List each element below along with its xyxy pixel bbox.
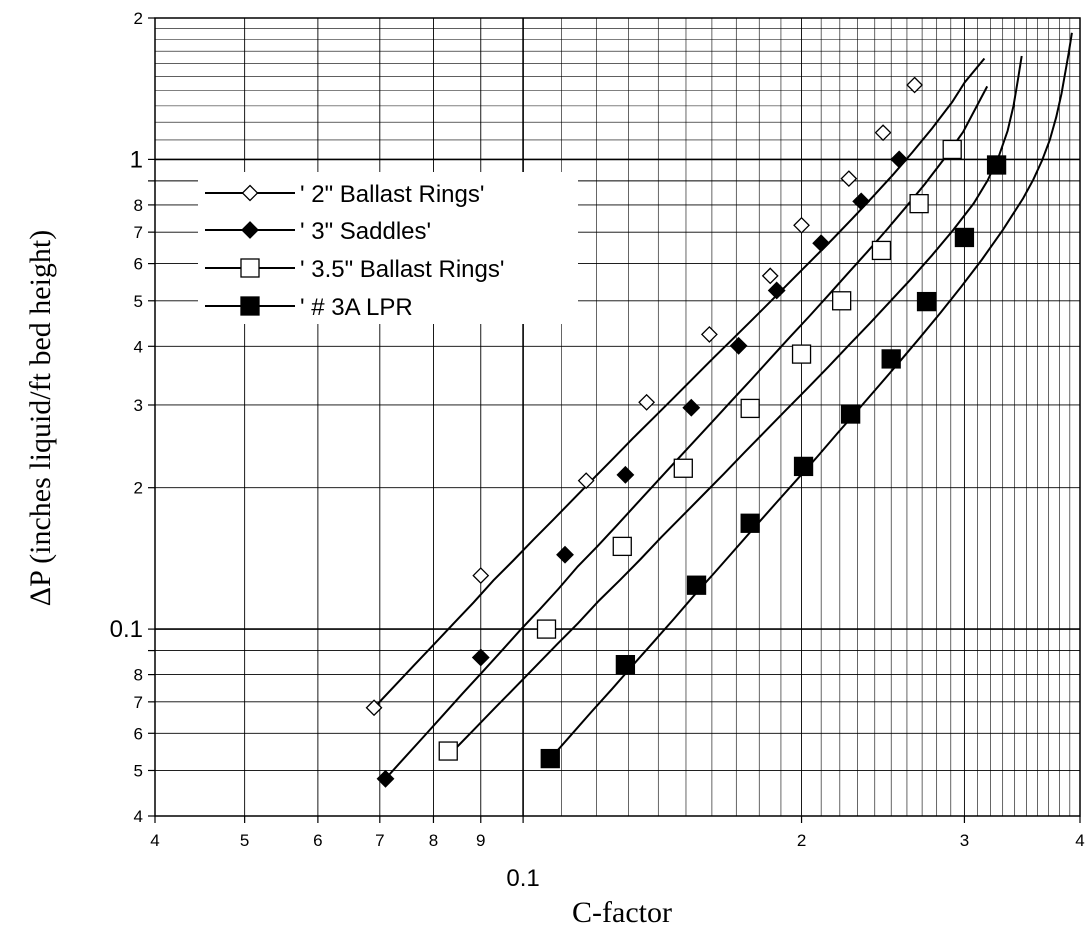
data-point-square-open bbox=[871, 240, 892, 261]
legend-marker-square-open bbox=[240, 258, 260, 278]
data-point-diamond-filled bbox=[616, 465, 635, 484]
data-point-diamond-filled bbox=[890, 150, 909, 169]
data-point-square-open bbox=[438, 741, 458, 761]
y-tick-label: 5 bbox=[134, 292, 143, 311]
y-tick-label: 4 bbox=[134, 807, 143, 826]
y-tick-label: 3 bbox=[134, 396, 143, 415]
x-tick-label: 6 bbox=[313, 831, 322, 850]
x-tick-label: 4 bbox=[150, 831, 159, 850]
series-curve bbox=[373, 57, 986, 709]
data-point-square-open bbox=[673, 458, 693, 478]
data-point-square-filled bbox=[916, 291, 937, 312]
data-point-diamond-filled bbox=[852, 192, 871, 211]
data-point-diamond-filled bbox=[556, 545, 574, 564]
y-tick-label: 8 bbox=[134, 196, 143, 215]
series-curves bbox=[373, 32, 1073, 780]
major-grid bbox=[155, 18, 1080, 816]
legend-item-3in-saddles: ' 3" Saddles' bbox=[205, 218, 431, 245]
x-tick-label: 2 bbox=[797, 831, 806, 850]
data-point-square-open bbox=[536, 619, 557, 639]
tick-labels: 4 5 6 7 8 9 2 3 4 0.1 4 5 6 7 8 2 3 4 5 6 7 8 2 0.1 1 bbox=[110, 9, 1085, 892]
data-point-square-filled bbox=[615, 655, 636, 675]
series-markers bbox=[365, 76, 1007, 788]
data-point-square-open bbox=[832, 291, 852, 311]
y-tick-label: 2 bbox=[134, 9, 143, 28]
data-point-square-filled bbox=[881, 349, 901, 369]
y-axis-title: ΔP (inches liquid/ft bed height) bbox=[24, 230, 57, 606]
data-point-square-filled bbox=[793, 456, 814, 477]
x-axis-title: C-factor bbox=[572, 896, 672, 929]
data-point-square-filled bbox=[740, 513, 760, 533]
minor-grid bbox=[154, 17, 1081, 817]
data-point-square-filled bbox=[540, 748, 560, 769]
data-point-diamond-open bbox=[577, 472, 595, 490]
data-point-diamond-filled bbox=[376, 769, 395, 788]
y-tick-label: 4 bbox=[134, 337, 143, 356]
data-point-diamond-open bbox=[906, 76, 924, 94]
legend-label: ' 3" Saddles' bbox=[300, 218, 431, 245]
x-major-tick-label: 0.1 bbox=[506, 865, 539, 892]
legend-item-3-5in-ballast-rings: ' 3.5" Ballast Rings' bbox=[205, 256, 504, 283]
legend-marker-square-filled bbox=[240, 296, 260, 316]
legend-label: ' 2" Ballast Rings' bbox=[300, 181, 484, 208]
legend-marker-diamond-filled bbox=[241, 221, 259, 239]
legend-marker-diamond-open bbox=[241, 184, 259, 202]
data-point-square-filled bbox=[686, 575, 707, 595]
data-point-square-open bbox=[909, 193, 929, 214]
x-tick-label: 5 bbox=[240, 831, 249, 850]
x-tick-label: 7 bbox=[375, 831, 384, 850]
legend-marker-shape bbox=[241, 221, 259, 239]
data-point-diamond-filled bbox=[729, 336, 748, 355]
legend-item-3a-lpr: ' # 3A LPR bbox=[205, 294, 413, 321]
data-point-diamond-open bbox=[761, 267, 779, 285]
legend: ' 2" Ballast Rings' ' 3" Saddles' ' 3.5"… bbox=[198, 172, 578, 324]
y-tick-label: 8 bbox=[134, 666, 143, 685]
data-point-square-open bbox=[740, 398, 760, 419]
data-point-square-filled bbox=[840, 404, 861, 424]
data-point-diamond-filled bbox=[767, 281, 786, 300]
legend-marker-shape bbox=[240, 258, 260, 278]
y-tick-label: 7 bbox=[134, 693, 143, 712]
y-tick-label: 2 bbox=[134, 479, 143, 498]
legend-label: ' # 3A LPR bbox=[300, 294, 413, 321]
y-tick-label: 5 bbox=[134, 761, 143, 780]
data-point-diamond-open bbox=[840, 170, 858, 188]
data-point-diamond-open bbox=[472, 567, 490, 584]
legend-label: ' 3.5" Ballast Rings' bbox=[300, 256, 504, 283]
data-point-square-open bbox=[612, 536, 632, 557]
data-point-diamond-filled bbox=[682, 398, 701, 417]
data-point-diamond-filled bbox=[812, 234, 831, 253]
plot-frame bbox=[154, 17, 1081, 817]
data-point-square-open bbox=[942, 139, 962, 160]
series-curve bbox=[384, 85, 989, 780]
data-point-diamond-filled bbox=[471, 648, 490, 667]
legend-item-2in-ballast-rings: ' 2" Ballast Rings' bbox=[205, 181, 484, 208]
x-tick-label: 4 bbox=[1075, 831, 1084, 850]
data-point-diamond-open bbox=[638, 393, 656, 411]
y-tick-label: 6 bbox=[134, 255, 143, 274]
x-tick-label: 8 bbox=[429, 831, 438, 850]
legend-box bbox=[198, 172, 578, 324]
x-tick-label: 9 bbox=[476, 831, 485, 850]
axis-ticks bbox=[148, 17, 1081, 823]
series-curve bbox=[549, 32, 1073, 760]
data-point-square-filled bbox=[954, 227, 975, 248]
y-tick-label: 7 bbox=[134, 223, 143, 242]
legend-marker-shape bbox=[241, 184, 259, 202]
legend-marker-shape bbox=[240, 296, 260, 316]
data-point-square-open bbox=[791, 344, 812, 364]
data-point-square-filled bbox=[986, 155, 1007, 175]
data-point-diamond-open bbox=[365, 699, 383, 717]
x-tick-label: 3 bbox=[960, 831, 969, 850]
data-point-diamond-open bbox=[793, 216, 810, 234]
y-major-tick-label: 1 bbox=[130, 146, 143, 173]
data-point-diamond-open bbox=[700, 325, 718, 343]
y-tick-label: 6 bbox=[134, 724, 143, 743]
data-point-diamond-open bbox=[874, 124, 892, 142]
y-major-tick-label: 0.1 bbox=[110, 616, 143, 643]
series-curve bbox=[452, 55, 1023, 752]
